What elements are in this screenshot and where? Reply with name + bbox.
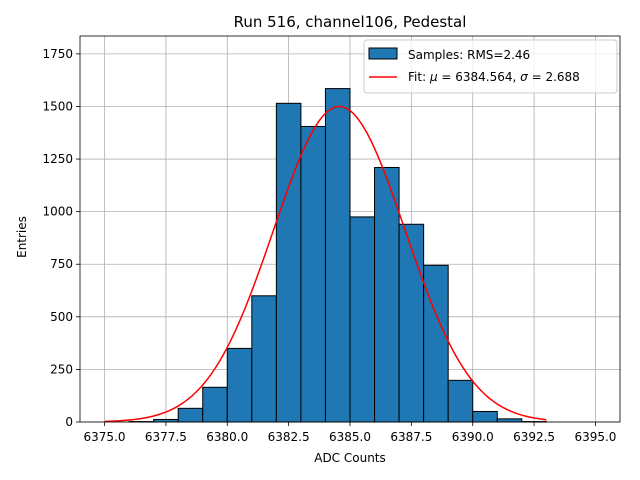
x-tick-label: 6385.0 xyxy=(329,430,371,444)
y-tick-label: 0 xyxy=(65,415,73,429)
legend-fit-sigma-value: = 2.688 xyxy=(528,70,580,84)
x-tick-label: 6392.5 xyxy=(513,430,555,444)
legend-fit-mu-value: = 6384.564, xyxy=(438,70,521,84)
x-axis-label: ADC Counts xyxy=(314,451,386,465)
x-tick-label: 6380.0 xyxy=(206,430,248,444)
legend-fit-label: Fit: μ = 6384.564, σ = 2.688 xyxy=(408,70,580,84)
x-tick-label: 6382.5 xyxy=(268,430,310,444)
y-tick-label: 1500 xyxy=(42,99,73,113)
chart-title: Run 516, channel106, Pedestal xyxy=(234,13,467,31)
y-tick-label: 1250 xyxy=(42,152,73,166)
y-tick-label: 1750 xyxy=(42,47,73,61)
histogram-bar xyxy=(275,102,302,423)
histogram-bar xyxy=(251,295,277,423)
y-axis: 0 250 500 750 1000 1250 1500 1750 xyxy=(42,47,80,429)
histogram-bars xyxy=(128,88,547,423)
x-axis: 6375.0 6377.5 6380.0 6382.5 6385.0 6387.5 6390… xyxy=(84,422,616,444)
legend-histogram-label: Samples: RMS=2.46 xyxy=(408,48,530,62)
legend-box xyxy=(363,39,618,94)
histogram-bar xyxy=(177,407,204,423)
x-tick-label: 6390.0 xyxy=(452,430,494,444)
histogram-bar xyxy=(324,88,351,423)
histogram-bar xyxy=(374,166,400,423)
x-tick-label: 6377.5 xyxy=(145,430,187,444)
x-tick-label: 6387.5 xyxy=(390,430,432,444)
x-tick-label: 6375.0 xyxy=(84,430,126,444)
histogram-bar xyxy=(349,216,376,423)
histogram-bar xyxy=(202,386,228,423)
x-tick-label: 6395.0 xyxy=(574,430,616,444)
y-tick-label: 750 xyxy=(50,257,73,271)
y-tick-label: 500 xyxy=(50,310,73,324)
legend: Samples: RMS=2.46 Fit: μ = 6384.564, σ =… xyxy=(363,39,618,94)
histogram-bar xyxy=(472,410,498,423)
histogram-bar xyxy=(398,223,425,423)
legend-histogram-swatch xyxy=(368,47,398,60)
histogram-bar xyxy=(496,418,523,423)
legend-fit-prefix: Fit: xyxy=(408,70,430,84)
y-tick-label: 1000 xyxy=(42,205,73,219)
fit-curve xyxy=(104,105,547,423)
histogram-bar xyxy=(423,264,449,423)
histogram-bar xyxy=(226,347,253,423)
legend-fit-mu-symbol: μ xyxy=(429,70,438,84)
y-axis-label: Entries xyxy=(15,216,29,258)
histogram-bar xyxy=(300,125,326,423)
legend-fit-sigma-symbol: σ xyxy=(520,70,528,84)
histogram-bar xyxy=(447,379,474,423)
y-tick-label: 250 xyxy=(50,362,73,376)
